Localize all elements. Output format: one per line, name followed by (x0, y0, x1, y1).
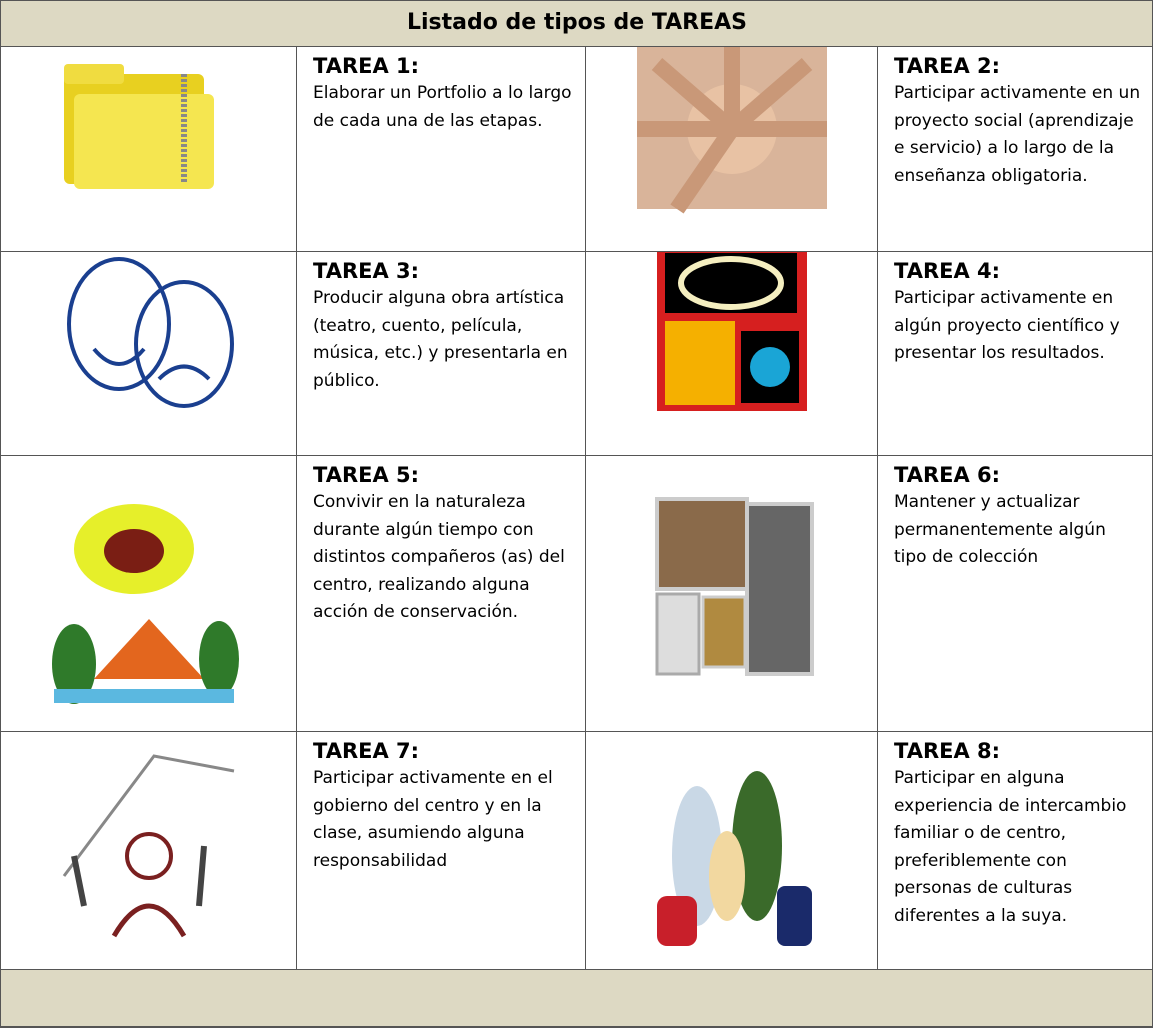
illustration (51, 503, 239, 704)
task-heading: TAREA 2: (894, 54, 1001, 78)
task-heading: TAREA 8: (894, 739, 1001, 763)
task-heading: TAREA 7: (313, 739, 420, 763)
illustration (654, 496, 814, 676)
task-cell: TAREA 2: Participar activamente en un pro… (878, 47, 1152, 252)
footer-band (1, 970, 1152, 1027)
illustration (656, 770, 812, 946)
task-heading: TAREA 1: (313, 54, 420, 78)
task-image (586, 732, 878, 970)
illustration (63, 64, 214, 189)
task-image (1, 732, 297, 970)
task-heading: TAREA 6: (894, 463, 1001, 487)
task-image (1, 47, 297, 252)
task-description: Participar activamente en un proyecto so… (894, 83, 1141, 186)
task-description: Producir alguna obra artística (teatro, … (313, 288, 568, 391)
task-cell: TAREA 6: Mantener y actualizar permanente… (878, 456, 1152, 732)
task-heading: TAREA 5: (313, 463, 420, 487)
task-description: Mantener y actualizar permanentemente al… (894, 492, 1106, 567)
task-image (1, 456, 297, 732)
task-cell: TAREA 7: Participar activamente en el gob… (297, 732, 586, 970)
task-image (586, 47, 878, 252)
task-image (586, 252, 878, 456)
task-image (586, 456, 878, 732)
task-cell: TAREA 1: Elaborar un Portfolio a lo largo… (297, 47, 586, 252)
illustration (656, 252, 807, 411)
task-cell: TAREA 4: Participar activamente en algún … (878, 252, 1152, 456)
task-heading: TAREA 4: (894, 259, 1001, 283)
task-heading: TAREA 3: (313, 259, 420, 283)
task-description: Participar activamente en algún proyecto… (894, 288, 1120, 363)
task-cell: TAREA 3: Producir alguna obra artística (… (297, 252, 586, 456)
task-description: Elaborar un Portfolio a lo largo de cada… (313, 83, 572, 131)
task-cell: TAREA 8: Participar en alguna experiencia… (878, 732, 1152, 970)
task-description: Participar en alguna experiencia de inte… (894, 768, 1127, 926)
task-description: Participar activamente en el gobierno de… (313, 768, 553, 871)
table-title: Listado de tipos de TAREAS (1, 1, 1152, 47)
task-image (1, 252, 297, 456)
task-cell: TAREA 5: Convivir en la naturaleza durant… (297, 456, 586, 732)
task-description: Convivir en la naturaleza durante algún … (313, 492, 565, 622)
illustration (636, 47, 827, 214)
illustration (62, 753, 234, 937)
illustration (66, 256, 234, 408)
